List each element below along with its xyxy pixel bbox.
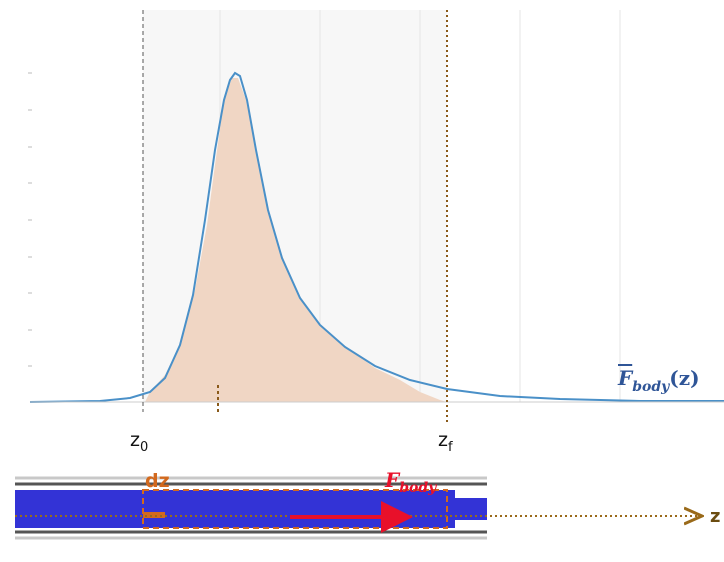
dz-label: dz — [145, 470, 170, 492]
histogram — [145, 78, 447, 402]
z0-label: z0 — [130, 429, 148, 455]
dz-element — [143, 512, 165, 518]
curve-label: Fbody(z) — [617, 366, 700, 395]
force-curve — [29, 71, 724, 403]
ticks — [28, 72, 32, 367]
force-label: Fbody — [384, 468, 437, 496]
fluid-front — [455, 498, 487, 520]
fluid — [15, 490, 455, 528]
dz-box — [142, 489, 448, 529]
zf-label: zf — [438, 429, 453, 455]
axis-label: z — [710, 506, 720, 527]
